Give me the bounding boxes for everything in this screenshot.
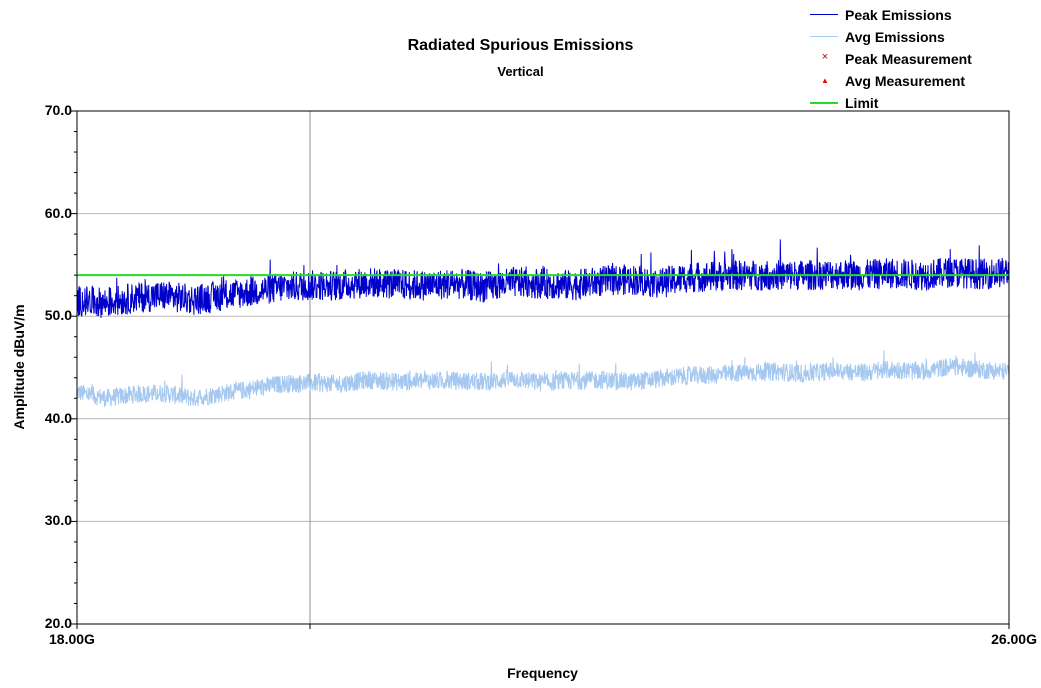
y-tick-label: 50.0: [44, 307, 72, 324]
legend-swatch-limit: [810, 102, 838, 104]
y-tick-label: 40.0: [44, 409, 72, 426]
y-axis-label: Amplitude dBuV/m: [11, 304, 27, 430]
plot-background: [77, 111, 1009, 624]
tick-marks: [71, 110, 1010, 629]
legend-label-avg-emissions: Avg Emissions: [845, 29, 945, 45]
y-tick-label: 60.0: [44, 204, 72, 221]
legend-label-avg-measurement: Avg Measurement: [845, 73, 966, 89]
series-line-avg-emissions: [76, 350, 1010, 408]
legend-swatch-peak-emissions: [810, 14, 838, 15]
x-axis-label: Frequency: [507, 665, 578, 681]
triangle-marker-icon: ▲: [821, 76, 829, 85]
y-tick-label: 70.0: [44, 102, 72, 118]
x-tick-label: 18.00G: [49, 631, 95, 647]
chart-subtitle: Vertical: [497, 64, 544, 79]
y-tick-label: 20.0: [44, 615, 72, 631]
grid-lines: [77, 111, 1009, 624]
y-tick-label: 30.0: [44, 512, 72, 529]
legend-label-peak-measurement: Peak Measurement: [845, 51, 972, 67]
plot-frame: [76, 110, 1010, 625]
legend-label-limit: Limit: [845, 95, 879, 111]
chart-title: Radiated Spurious Emissions: [407, 37, 634, 54]
x-marker-icon: ×: [821, 51, 829, 63]
legend-swatch-avg-emissions: [810, 36, 838, 37]
x-tick-label: 26.00G: [991, 631, 1037, 647]
series-layer: [76, 239, 1010, 408]
legend-label-peak-emissions: Peak Emissions: [845, 7, 952, 23]
